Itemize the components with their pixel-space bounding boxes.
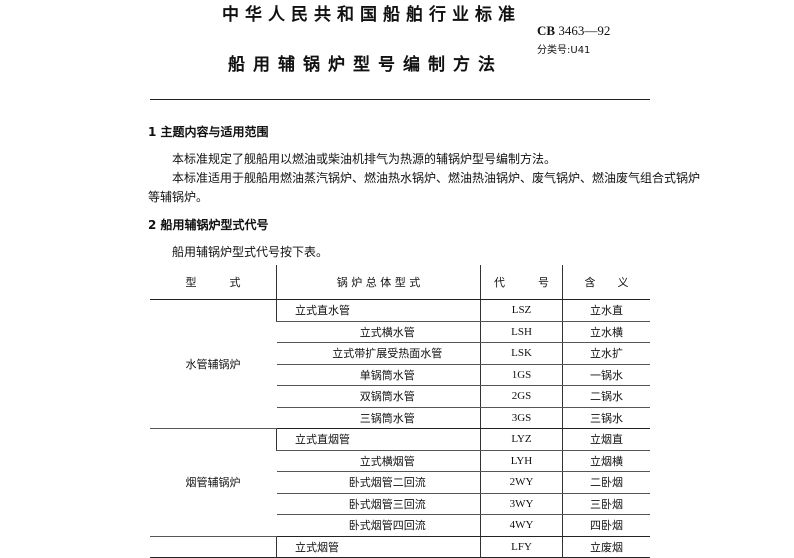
table-row: 双锅筒水管 2GS 二锅水 (150, 385, 650, 408)
table-header-row: 型 式 锅 炉 总 体 型 式 代 号 含 义 (150, 265, 650, 300)
standard-number: 3463—92 (558, 23, 611, 38)
header-divider (150, 99, 650, 100)
section-1-paragraph: 等辅锅炉。 (148, 190, 209, 204)
section-1-paragraph: 本标准规定了舰船用以燃油或柴油机排气为热源的辅锅炉型号编制方法。 (172, 152, 557, 166)
table-row: 水管辅锅炉 立式直水管 LSZ 立水直 (150, 299, 650, 429)
table-row: 单锅筒水管 1GS 一锅水 (150, 364, 650, 386)
boiler-type-code-table: 型 式 锅 炉 总 体 型 式 代 号 含 义 水管辅锅炉 立式直水管 LSZ 立水直… (150, 265, 650, 558)
overall-type-cell: 单锅筒水管 (276, 364, 481, 386)
overall-type-cell: 双锅筒水管 (276, 385, 481, 408)
section-2-heading: 2 船用辅锅炉型式代号 (148, 218, 269, 232)
standard-prefix: CB (537, 23, 556, 38)
overall-type-cell: 立式烟管 (276, 536, 481, 558)
code-cell: 3GS (480, 407, 563, 429)
code-cell: LSH (480, 321, 563, 343)
document-title: 船用辅锅炉型号编制方法 (228, 55, 503, 75)
table-row: 三锅筒水管 3GS 三锅水 (150, 407, 650, 429)
meaning-cell: 四卧烟 (562, 514, 650, 537)
code-cell: LSZ (480, 299, 563, 322)
table-row: 烟管辅锅炉 立式直烟管 LYZ 立烟直 (150, 428, 650, 537)
code-cell: 3WY (480, 493, 563, 515)
header-overall-type: 锅 炉 总 体 型 式 (276, 265, 481, 300)
classification-number: 分类号:U41 (537, 45, 591, 56)
meaning-cell: 立废烟 (562, 536, 650, 558)
table-row: 立式带扩展受热面水管 LSK 立水扩 (150, 342, 650, 365)
overall-type-cell: 卧式烟管二回流 (276, 471, 481, 494)
header-meaning: 含 义 (562, 265, 650, 300)
code-cell: LYH (480, 450, 563, 472)
overall-type-cell: 立式直烟管 (276, 428, 481, 451)
overall-type-cell: 立式横烟管 (276, 450, 481, 472)
meaning-cell: 一锅水 (562, 364, 650, 386)
boiler-category (150, 536, 277, 558)
meaning-cell: 立水直 (562, 299, 650, 322)
table-row: 立式烟管 LFY 立废烟 (150, 536, 650, 558)
section-1-heading: 1 主题内容与适用范围 (148, 125, 269, 139)
boiler-category: 烟管辅锅炉 (150, 428, 277, 537)
meaning-cell: 二锅水 (562, 385, 650, 408)
meaning-cell: 立水扩 (562, 342, 650, 365)
section-2-paragraph: 船用辅锅炉型式代号按下表。 (172, 245, 329, 259)
table-row: 立式横水管 LSH 立水横 (150, 321, 650, 343)
code-cell: LYZ (480, 428, 563, 451)
code-cell: LFY (480, 536, 563, 558)
header-code: 代 号 (480, 265, 563, 300)
table-row: 卧式烟管四回流 4WY 四卧烟 (150, 514, 650, 537)
table-row: 立式横烟管 LYH 立烟横 (150, 450, 650, 472)
meaning-cell: 三锅水 (562, 407, 650, 429)
table-row: 卧式烟管二回流 2WY 二卧烟 (150, 471, 650, 494)
code-cell: 1GS (480, 364, 563, 386)
code-cell: 2WY (480, 471, 563, 494)
standard-code: CB 3463—92 (537, 23, 610, 39)
overall-type-cell: 立式横水管 (276, 321, 481, 343)
overall-type-cell: 立式直水管 (276, 299, 481, 322)
overall-type-cell: 立式带扩展受热面水管 (276, 342, 481, 365)
header-type: 型 式 (150, 265, 277, 300)
org-title: 中华人民共和国船舶行业标准 (222, 5, 521, 25)
code-cell: 4WY (480, 514, 563, 537)
code-cell: LSK (480, 342, 563, 365)
meaning-cell: 立烟横 (562, 450, 650, 472)
meaning-cell: 二卧烟 (562, 471, 650, 494)
meaning-cell: 立水横 (562, 321, 650, 343)
overall-type-cell: 三锅筒水管 (276, 407, 481, 429)
section-1-paragraph: 本标准适用于舰船用燃油蒸汽锅炉、燃油热水锅炉、燃油热油锅炉、废气锅炉、燃油废气组… (172, 171, 701, 185)
boiler-category: 水管辅锅炉 (150, 299, 277, 429)
table-row: 卧式烟管三回流 3WY 三卧烟 (150, 493, 650, 515)
overall-type-cell: 卧式烟管三回流 (276, 493, 481, 515)
meaning-cell: 立烟直 (562, 428, 650, 451)
meaning-cell: 三卧烟 (562, 493, 650, 515)
overall-type-cell: 卧式烟管四回流 (276, 514, 481, 537)
code-cell: 2GS (480, 385, 563, 408)
